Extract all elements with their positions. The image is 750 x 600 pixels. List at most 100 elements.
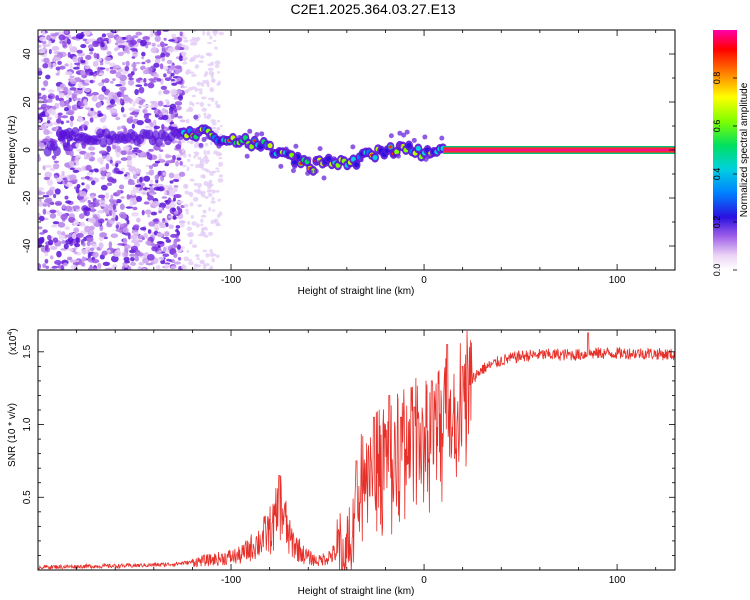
noise-blob [62, 139, 66, 145]
noise-blob [66, 38, 71, 45]
noise-blob [170, 64, 176, 71]
noise-blob [115, 71, 122, 79]
trace-side-blob [254, 132, 260, 138]
noise-blob [153, 73, 160, 79]
noise-blob [97, 157, 105, 163]
noise-blob [129, 39, 137, 46]
noise-blob [42, 63, 49, 69]
noise-blob [169, 259, 173, 263]
noise-blob [191, 73, 197, 77]
noise-blob [73, 251, 78, 255]
noise-blob [133, 147, 139, 150]
noise-blob [61, 170, 65, 176]
noise-blob [186, 249, 190, 253]
noise-blob [200, 214, 207, 218]
noise-blob [42, 138, 50, 143]
noise-blob [161, 66, 169, 71]
noise-blob [195, 101, 200, 105]
noise-blob [103, 37, 109, 42]
noise-blob [165, 205, 171, 209]
trace-side-blob [290, 168, 296, 174]
noise-blob [215, 223, 221, 227]
noise-blob [188, 71, 195, 75]
noise-blob [63, 106, 70, 112]
noise-blob [89, 117, 94, 123]
noise-blob [46, 105, 50, 110]
spectrogram-xlabel: Height of straight line (km) [298, 286, 415, 297]
noise-blob [175, 81, 183, 85]
noise-blob [211, 121, 217, 126]
noise-blob [80, 59, 86, 64]
noise-blob [60, 214, 68, 221]
noise-blob [186, 210, 189, 215]
noise-blob [87, 44, 94, 49]
noise-blob [134, 184, 142, 188]
noise-blob [64, 71, 73, 76]
noise-blob [184, 89, 189, 94]
noise-blob [122, 227, 129, 234]
figure-title: C2E1.2025.364.03.27.E13 [290, 1, 455, 17]
noise-blob [136, 119, 144, 126]
spectrogram-ylabel: Frequency (Hz) [7, 116, 18, 185]
noise-blob [186, 108, 189, 113]
noise-blob [73, 89, 78, 94]
noise-blob [170, 265, 177, 269]
noise-blob [98, 72, 105, 76]
y-tick-label: 1.5 [22, 344, 33, 358]
noise-blob [126, 219, 130, 225]
noise-blob [203, 149, 207, 155]
noise-blob [90, 107, 94, 112]
noise-blob [127, 265, 132, 270]
noise-blob [206, 31, 211, 36]
noise-blob [162, 253, 170, 258]
noise-blob [171, 82, 178, 86]
noise-blob [159, 41, 165, 48]
noise-blob [57, 221, 66, 228]
noise-blob [201, 166, 205, 171]
trace-side-blob [198, 142, 204, 148]
noise-blob [106, 154, 111, 161]
noise-blob [45, 111, 49, 116]
noise-blob [105, 67, 110, 72]
noise-blob [183, 39, 189, 43]
noise-blob [123, 256, 130, 262]
noise-blob [215, 151, 222, 157]
noise-blob [190, 215, 194, 219]
noise-blob [123, 46, 130, 53]
noise-blob [74, 62, 81, 66]
noise-blob [106, 182, 113, 186]
spectrogram-carrier [443, 146, 675, 154]
colorbar-tick-label: 0.6 [712, 120, 722, 133]
noise-blob [49, 212, 57, 219]
noise-blob [149, 100, 158, 104]
noise-blob [69, 149, 74, 157]
noise-blob [201, 96, 207, 100]
noise-blob [141, 51, 146, 57]
noise-blob [59, 65, 66, 70]
noise-blob [123, 267, 129, 270]
snr-ylabel: SNR (10 * v/v) [7, 403, 18, 467]
noise-blob [91, 115, 99, 119]
trace-side-blob [315, 160, 321, 166]
noise-blob [76, 184, 81, 189]
noise-blob [131, 212, 139, 217]
noise-blob [111, 112, 118, 116]
colorbar-tick-label: 0.0 [712, 264, 722, 277]
noise-blob [124, 262, 128, 268]
noise-blob [200, 191, 203, 196]
noise-blob [38, 141, 43, 148]
noise-blob [47, 95, 53, 99]
noise-blob [39, 125, 48, 130]
noise-blob [169, 103, 177, 110]
noise-blob [71, 155, 75, 162]
noise-blob [63, 243, 69, 250]
noise-blob [203, 112, 207, 117]
noise-blob [72, 66, 80, 70]
noise-blob [163, 73, 167, 78]
noise-blob [191, 86, 196, 90]
noise-blob [145, 44, 149, 49]
noise-blob [146, 153, 153, 160]
noise-blob [51, 265, 59, 269]
noise-blob [214, 46, 218, 50]
noise-blob [85, 107, 91, 110]
